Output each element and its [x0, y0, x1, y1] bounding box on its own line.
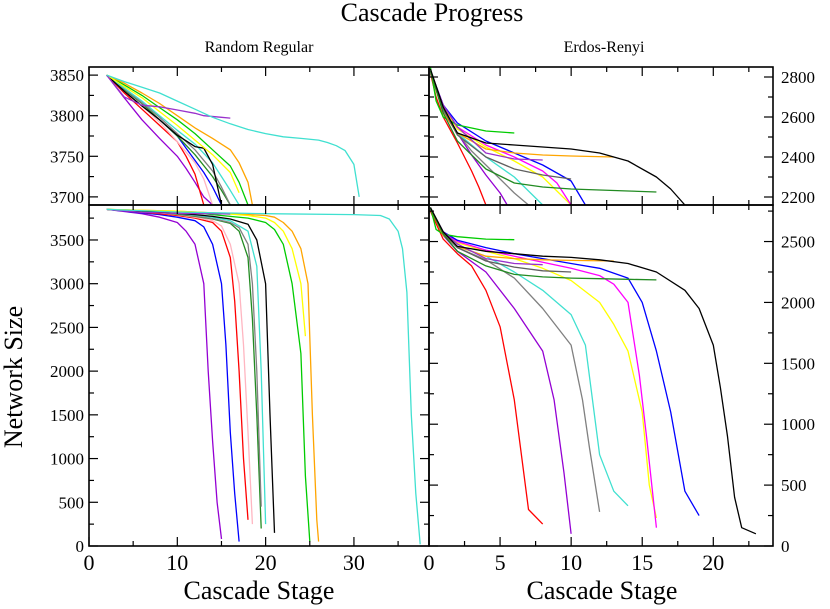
- series-line-rr_zoom-5: [106, 74, 231, 205]
- series-line-er_zoom-12: [429, 68, 686, 205]
- series-line-rr_zoom-2: [106, 74, 205, 205]
- series-line-rr_full-1: [106, 208, 240, 542]
- x-tick-label: 5: [495, 550, 506, 575]
- y-tick-label: 1000: [50, 450, 84, 469]
- y-tick-label: 2500: [50, 318, 84, 337]
- y-tick-label: 2600: [781, 108, 815, 127]
- y-tick-label: 2200: [781, 188, 815, 207]
- series-line-rr_zoom-9: [106, 74, 254, 205]
- y-tick-label: 2500: [781, 233, 815, 252]
- x-axis-label-left: Cascade Stage: [184, 576, 335, 605]
- series-line-er_full-12: [429, 207, 757, 535]
- column-title-erdos-renyi: Erdos-Renyi: [564, 39, 645, 56]
- y-tick-label: 3750: [50, 147, 84, 166]
- panel-rr_full: 0 500 1000 1500 2000 2500 3000 3500 0 10 20 30: [50, 204, 430, 575]
- series-line-er_full-5: [429, 208, 658, 528]
- panel-er_full: 0 500 1000 1500 2000 2500 0 5 10 15 20: [424, 204, 815, 575]
- series-line-er_full-7: [429, 207, 515, 241]
- series-line-rr_zoom-0: [106, 74, 214, 205]
- series-line-er_full-0: [429, 210, 544, 525]
- y-tick-label: 3500: [50, 231, 84, 250]
- x-tick-label: 30: [343, 550, 365, 575]
- y-tick-label: 3000: [50, 275, 84, 294]
- x-tick-label: 10: [560, 550, 582, 575]
- series-line-rr_zoom-6: [106, 74, 240, 205]
- series-line-er_zoom-2: [429, 72, 529, 205]
- x-tick-label: 15: [631, 550, 653, 575]
- series-line-er_full-6: [429, 208, 700, 516]
- series-group: [106, 208, 421, 545]
- series-line-rr_full-6: [106, 208, 267, 525]
- series-line-rr_zoom-8: [106, 74, 249, 205]
- series-group: [106, 74, 360, 205]
- panel-rr_zoom: 3700 3750 3800 3850: [50, 66, 430, 207]
- y-tick-label: 1000: [781, 415, 815, 434]
- series-line-er_zoom-6: [429, 70, 586, 205]
- series-line-er_full-11: [429, 208, 657, 281]
- series-line-er_zoom-0: [429, 72, 487, 205]
- panel-er_zoom: 2200 2400 2600 2800: [428, 66, 815, 207]
- plot-frame: [428, 66, 774, 206]
- x-tick-label: 0: [84, 550, 95, 575]
- series-group: [429, 67, 686, 205]
- x-tick-label: 0: [424, 550, 435, 575]
- series-line-rr_zoom-12: [106, 74, 360, 198]
- x-tick-label: 20: [255, 550, 277, 575]
- series-line-er_full-8: [429, 208, 614, 262]
- series-line-er_full-4: [429, 208, 658, 519]
- y-tick-label: 2000: [50, 362, 84, 381]
- series-group: [429, 207, 757, 535]
- series-line-rr_full-4: [106, 208, 262, 529]
- series-line-er_zoom-10: [429, 70, 572, 180]
- series-line-rr_full-0: [106, 208, 223, 540]
- series-line-er_zoom-7: [429, 67, 515, 134]
- column-title-random-regular: Random Regular: [205, 39, 315, 56]
- y-tick-label: 0: [76, 537, 85, 556]
- series-line-rr_zoom-10: [106, 74, 240, 194]
- y-tick-label: 3850: [50, 66, 84, 85]
- plot-frame: [428, 204, 774, 547]
- series-line-rr_full-12: [106, 208, 421, 545]
- y-tick-label: 1500: [50, 406, 84, 425]
- y-axis-label: Network Size: [0, 306, 28, 448]
- series-line-rr_zoom-7: [106, 74, 223, 205]
- y-tick-label: 3700: [50, 188, 84, 207]
- series-line-rr_full-2: [106, 208, 249, 520]
- x-tick-label: 20: [702, 550, 724, 575]
- y-tick-label: 2800: [781, 68, 815, 87]
- y-tick-label: 3800: [50, 107, 84, 126]
- y-tick-label: 2000: [781, 293, 815, 312]
- y-tick-label: 500: [59, 493, 85, 512]
- figure-title: Cascade Progress: [341, 0, 524, 27]
- y-tick-label: 2400: [781, 148, 815, 167]
- x-axis-label-right: Cascade Stage: [527, 576, 678, 605]
- y-tick-label: 500: [781, 476, 807, 495]
- plot-frame: [88, 66, 430, 206]
- series-line-rr_zoom-11: [106, 74, 231, 119]
- x-tick-label: 10: [166, 550, 188, 575]
- y-tick-label: 0: [781, 537, 790, 556]
- y-tick-label: 1500: [781, 354, 815, 373]
- series-line-er_zoom-11: [429, 70, 657, 193]
- series-line-er_zoom-4: [429, 70, 572, 205]
- plot-frame: [88, 204, 430, 547]
